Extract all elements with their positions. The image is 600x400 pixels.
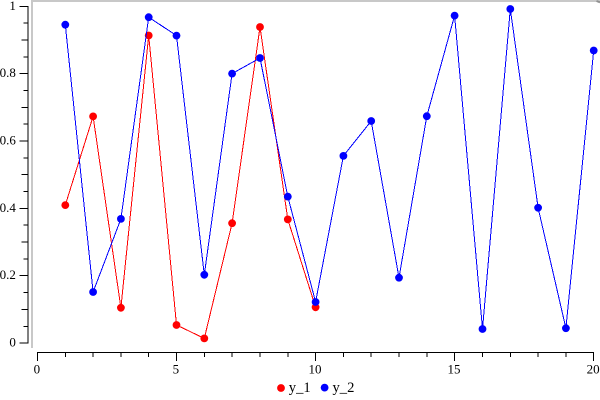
svg-text:10: 10 [309, 362, 322, 377]
svg-text:1: 1 [9, 0, 16, 13]
svg-text:y_1: y_1 [289, 380, 311, 396]
svg-text:0.2: 0.2 [0, 267, 16, 282]
svg-text:20: 20 [587, 362, 600, 377]
svg-text:0.8: 0.8 [0, 65, 16, 80]
svg-text:0.6: 0.6 [0, 133, 16, 148]
svg-text:5: 5 [173, 362, 180, 377]
svg-text:0: 0 [34, 362, 41, 377]
svg-text:y_2: y_2 [333, 380, 355, 396]
svg-text:0: 0 [9, 335, 16, 350]
svg-text:15: 15 [448, 362, 461, 377]
svg-text:0.4: 0.4 [0, 200, 16, 215]
